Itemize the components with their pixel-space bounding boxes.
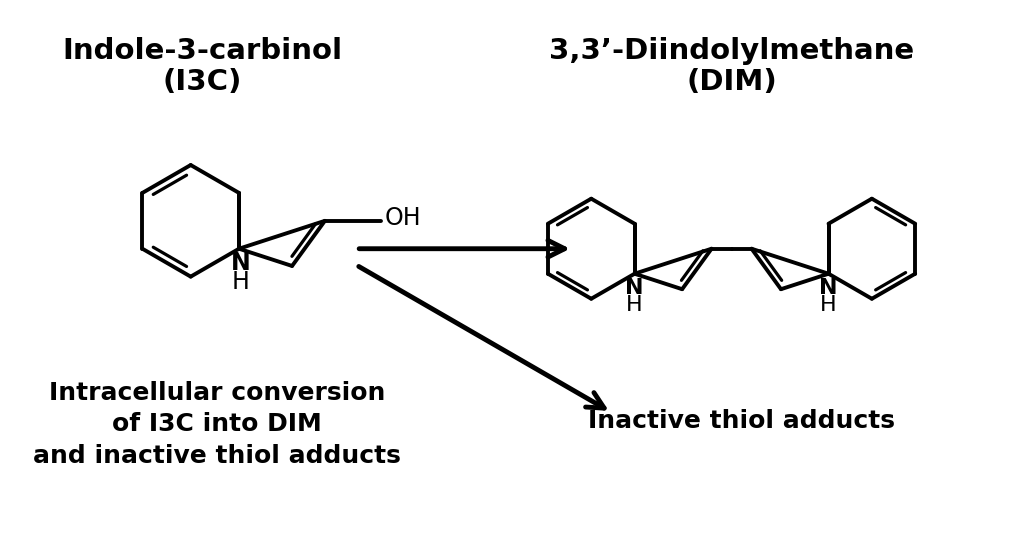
Text: H: H [232,270,250,294]
Text: OH: OH [385,206,421,230]
Text: N: N [626,278,644,297]
Text: 3,3’-Diindolylmethane: 3,3’-Diindolylmethane [549,37,914,65]
Text: Indole-3-carbinol: Indole-3-carbinol [62,37,342,65]
Text: H: H [627,295,643,315]
Text: H: H [820,295,837,315]
Text: Intracellular conversion
of I3C into DIM
and inactive thiol adducts: Intracellular conversion of I3C into DIM… [33,381,400,468]
Text: (I3C): (I3C) [163,68,242,96]
Text: Inactive thiol adducts: Inactive thiol adducts [588,410,895,434]
Text: N: N [231,250,251,274]
Text: (DIM): (DIM) [686,68,777,96]
Text: N: N [819,278,838,297]
